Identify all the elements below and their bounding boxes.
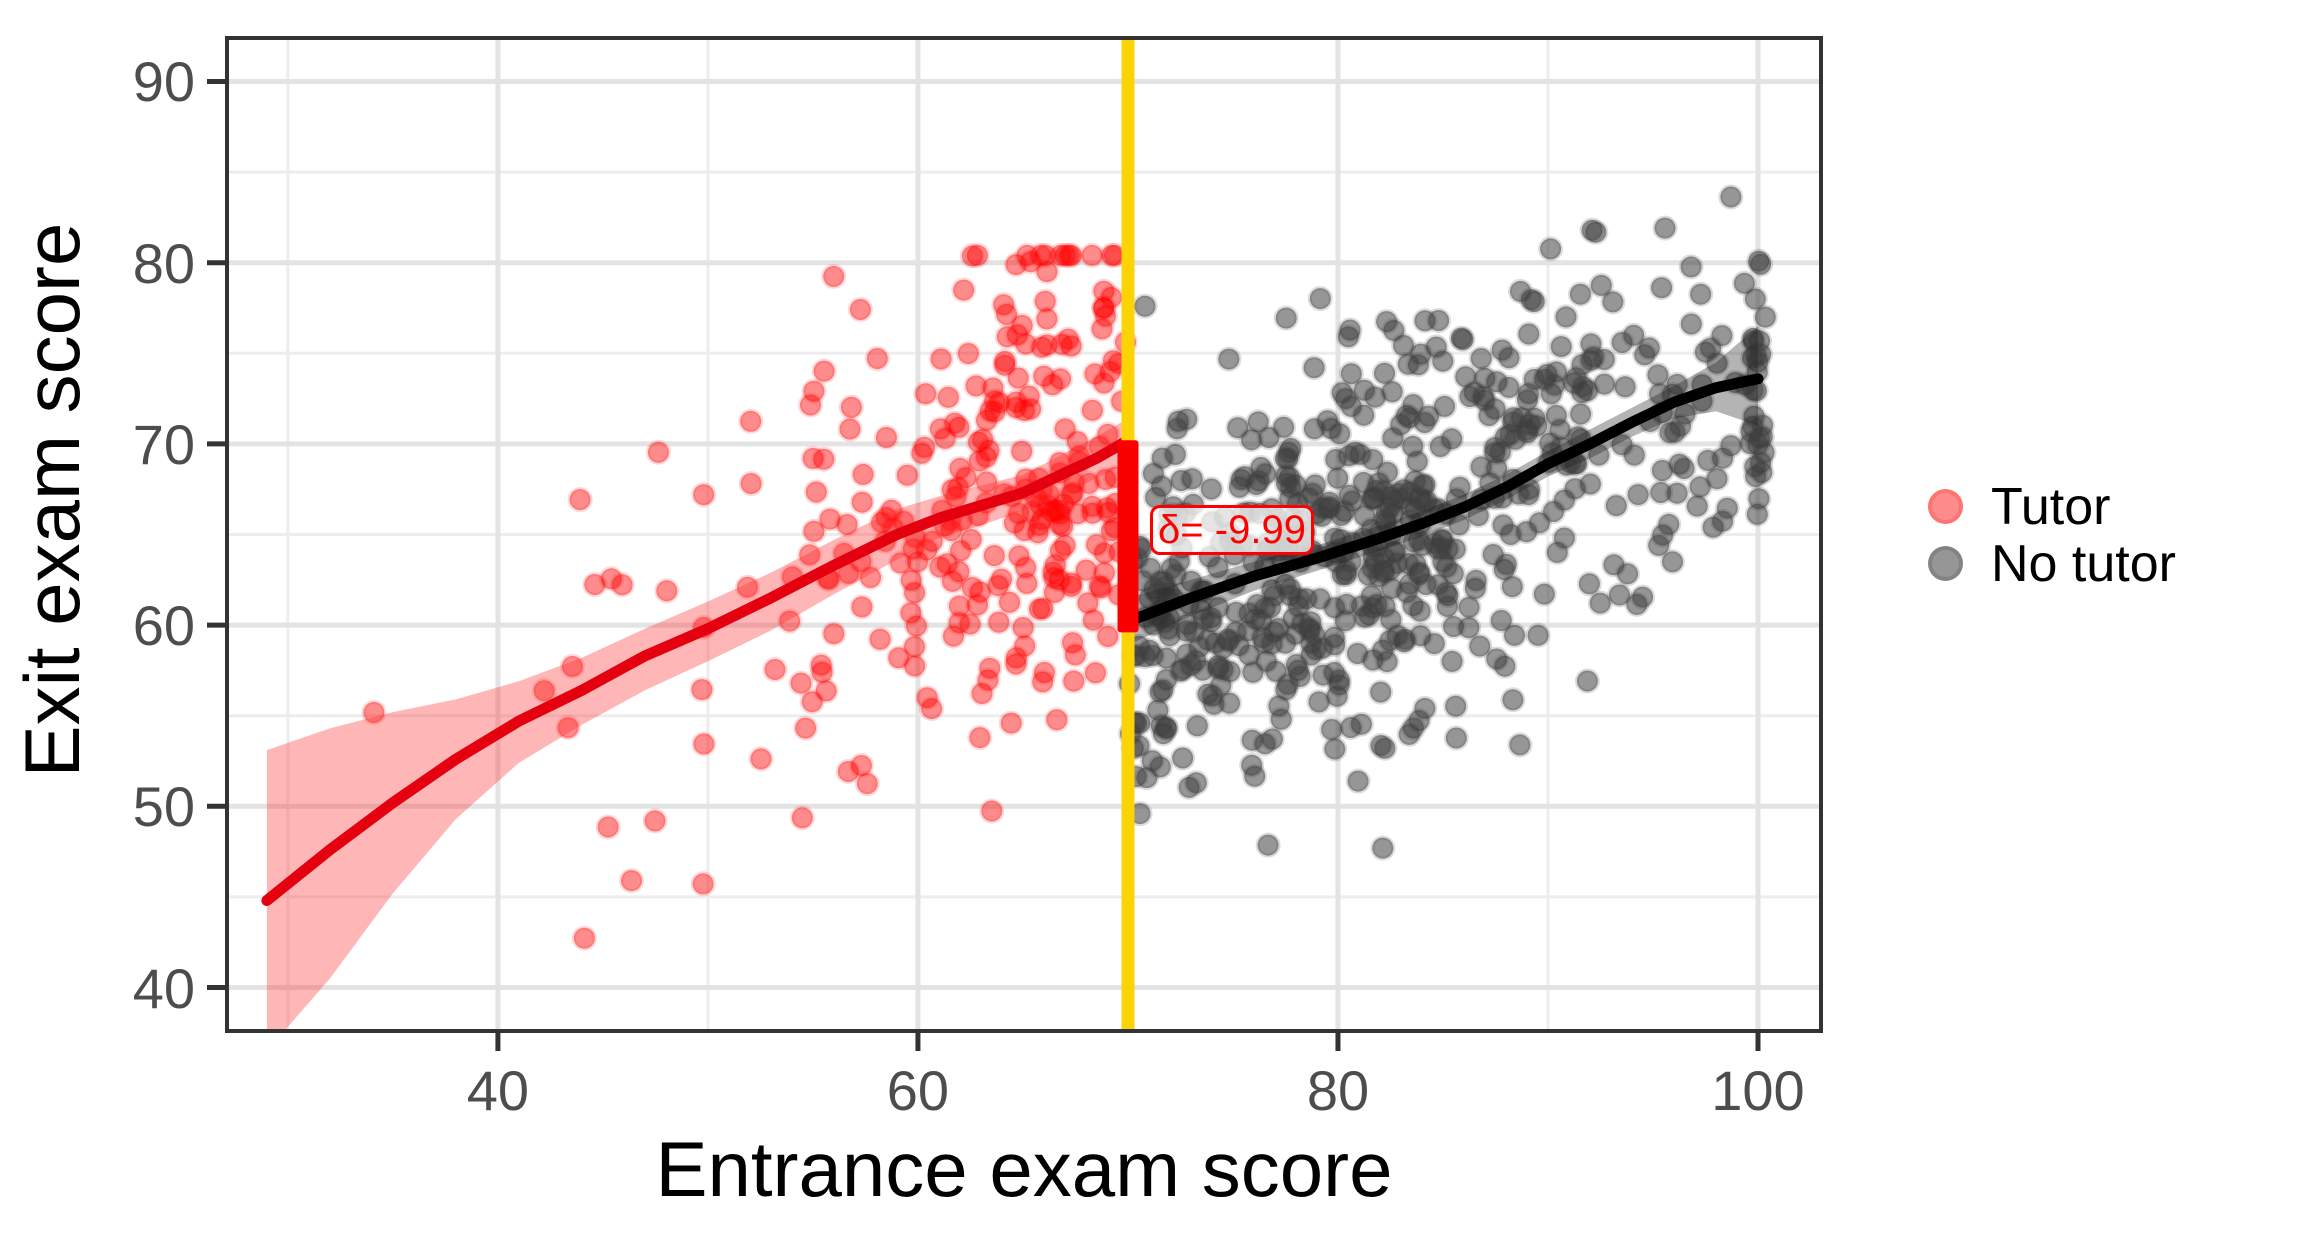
y-tick-label: 80 bbox=[132, 231, 195, 295]
tutor-point-icon bbox=[1928, 489, 1963, 524]
no-tutor-point-icon bbox=[1928, 546, 1963, 581]
y-tick-label: 50 bbox=[132, 775, 195, 839]
legend: Tutor No tutor bbox=[1928, 478, 2176, 592]
x-tick-label: 60 bbox=[886, 1059, 950, 1122]
x-tick-label: 80 bbox=[1306, 1059, 1370, 1122]
x-axis-title: Entrance exam score bbox=[655, 1125, 1393, 1213]
y-tick-label: 40 bbox=[132, 956, 195, 1020]
legend-item-no-tutor: No tutor bbox=[1928, 535, 2176, 592]
y-tick-label: 90 bbox=[132, 50, 195, 114]
x-tick-label: 100 bbox=[1711, 1059, 1805, 1122]
legend-label-tutor: Tutor bbox=[1991, 477, 2111, 536]
delta-annotation-box: δ= -9.99 bbox=[1150, 505, 1314, 555]
x-tick-label: 40 bbox=[466, 1059, 530, 1122]
y-tick-label: 60 bbox=[132, 594, 195, 658]
legend-label-no-tutor: No tutor bbox=[1991, 534, 2176, 593]
y-axis-title: Exit exam score bbox=[8, 222, 96, 778]
legend-item-tutor: Tutor bbox=[1928, 478, 2176, 535]
delta-annotation-label: δ= -9.99 bbox=[1158, 508, 1306, 552]
y-tick-label: 70 bbox=[132, 412, 195, 476]
